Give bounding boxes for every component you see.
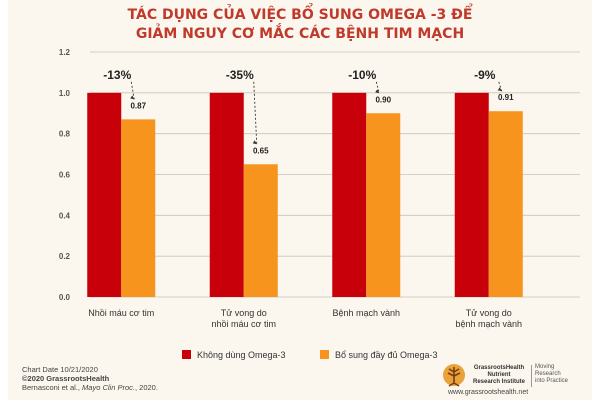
y-tick-label: 0.6: [59, 171, 71, 180]
bar-omega3: [366, 113, 401, 297]
grassroots-logo-icon: [443, 364, 465, 387]
chart-footer: Chart Date 10/21/2020 ©2020 GrassrootsHe…: [22, 365, 158, 392]
brand-tagline: Moving Research into Practice: [535, 364, 569, 384]
reduction-arrowhead: [130, 95, 135, 100]
x-category-label: bệnh mạch vành: [455, 319, 522, 329]
reduction-arrowhead: [252, 140, 257, 145]
x-category-label: Tử vong do: [221, 308, 267, 318]
data-label: 0.87: [130, 101, 146, 110]
x-category-label: Tử vong do: [466, 308, 512, 318]
reduction-arrowhead: [375, 89, 380, 94]
brand-name: GrassrootsHealth Nutrient Research Insti…: [472, 365, 526, 385]
legend-item-series-1: Không dùng Omega-3: [182, 350, 286, 360]
y-tick-label: 1.0: [59, 89, 71, 98]
copyright-text: ©2020 GrassrootsHealth: [22, 374, 110, 383]
citation: Bernasconi et al., Mayo Clin Proc., 2020…: [22, 383, 158, 392]
x-category-label: Bệnh mạch vành: [332, 308, 400, 318]
bar-omega3: [488, 111, 523, 297]
legend-swatch-series-2: [320, 350, 329, 359]
legend-swatch-series-1: [182, 350, 191, 359]
reduction-arrow: [253, 81, 258, 145]
reduction-arrow: [375, 81, 380, 94]
legend-item-series-2: Bổ sung đầy đủ Omega-3: [320, 350, 438, 360]
brand-block: GrassrootsHealth Nutrient Research Insti…: [440, 363, 590, 398]
y-tick-label: 0.4: [59, 211, 71, 220]
bar-control: [454, 92, 489, 297]
legend-label-series-2: Bổ sung đầy đủ Omega-3: [335, 350, 438, 360]
x-category-label: nhồi máu cơ tim: [212, 319, 276, 329]
citation-authors: Bernasconi et al.,: [22, 383, 83, 392]
chart-date: Chart Date 10/21/2020: [22, 365, 98, 374]
bar-control: [209, 92, 244, 297]
reduction-arrowhead: [497, 87, 502, 92]
reduction-arrow: [498, 81, 503, 92]
y-tick-label: 0.8: [59, 130, 71, 139]
chart-title: TÁC DỤNG CỦA VIỆC BỔ SUNG OMEGA -3 ĐỂ GI…: [127, 7, 473, 42]
citation-year: , 2020.: [134, 383, 158, 392]
bar-control: [87, 92, 122, 297]
bar-omega3: [243, 164, 278, 297]
y-tick-label: 0.0: [59, 293, 71, 302]
reduction-label: -9%: [474, 68, 496, 82]
reduction-label: -13%: [103, 68, 131, 82]
legend-label-series-1: Không dùng Omega-3: [197, 350, 286, 360]
x-category-label: Nhồi máu cơ tim: [88, 308, 154, 318]
reduction-arrow: [130, 81, 135, 100]
data-label: 0.91: [498, 93, 514, 102]
reduction-label: -10%: [348, 68, 376, 82]
bar-omega3: [121, 119, 156, 297]
y-tick-label: 0.2: [59, 252, 71, 261]
data-label: 0.90: [375, 95, 391, 104]
bar-control: [332, 92, 367, 297]
y-tick-label: 1.2: [59, 48, 71, 57]
citation-journal: Mayo Clin Proc.: [82, 383, 135, 392]
reduction-label: -35%: [226, 68, 254, 82]
brand-url[interactable]: www.grassrootshealth.net: [448, 389, 529, 396]
brand-divider: [531, 365, 532, 387]
data-label: 0.65: [253, 146, 269, 155]
